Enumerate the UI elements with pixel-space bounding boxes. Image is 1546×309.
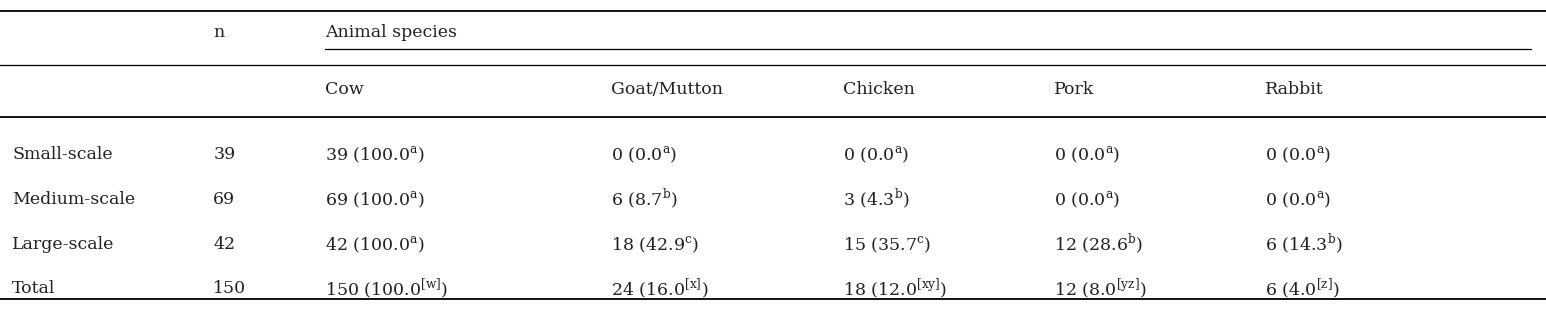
Text: 12 (8.0$^{\mathregular{[yz]}}$): 12 (8.0$^{\mathregular{[yz]}}$) [1054, 277, 1147, 301]
Text: 15 (35.7$^{\mathregular{c}}$): 15 (35.7$^{\mathregular{c}}$) [843, 234, 931, 255]
Text: 0 (0.0$^{\mathregular{a}}$): 0 (0.0$^{\mathregular{a}}$) [1054, 144, 1121, 165]
Text: Chicken: Chicken [843, 81, 914, 98]
Text: 12 (28.6$^{\mathregular{b}}$): 12 (28.6$^{\mathregular{b}}$) [1054, 232, 1144, 256]
Text: 0 (0.0$^{\mathregular{a}}$): 0 (0.0$^{\mathregular{a}}$) [1054, 189, 1121, 210]
Text: 6 (4.0$^{\mathregular{[z]}}$): 6 (4.0$^{\mathregular{[z]}}$) [1265, 277, 1339, 301]
Text: 18 (42.9$^{\mathregular{c}}$): 18 (42.9$^{\mathregular{c}}$) [611, 234, 699, 255]
Text: Medium-scale: Medium-scale [12, 191, 136, 208]
Text: 0 (0.0$^{\mathregular{a}}$): 0 (0.0$^{\mathregular{a}}$) [1265, 189, 1331, 210]
Text: Small-scale: Small-scale [12, 146, 113, 163]
Text: 69: 69 [213, 191, 235, 208]
Text: 0 (0.0$^{\mathregular{a}}$): 0 (0.0$^{\mathregular{a}}$) [611, 144, 677, 165]
Text: 150 (100.0$^{\mathregular{[w]}}$): 150 (100.0$^{\mathregular{[w]}}$) [325, 277, 448, 301]
Text: 39 (100.0$^{\mathregular{a}}$): 39 (100.0$^{\mathregular{a}}$) [325, 144, 424, 165]
Text: Total: Total [12, 280, 56, 298]
Text: Cow: Cow [325, 81, 363, 98]
Text: Pork: Pork [1054, 81, 1095, 98]
Text: 24 (16.0$^{\mathregular{[x]}}$): 24 (16.0$^{\mathregular{[x]}}$) [611, 277, 708, 301]
Text: 6 (8.7$^{\mathregular{b}}$): 6 (8.7$^{\mathregular{b}}$) [611, 187, 677, 211]
Text: 39: 39 [213, 146, 235, 163]
Text: Goat/Mutton: Goat/Mutton [611, 81, 722, 98]
Text: 150: 150 [213, 280, 246, 298]
Text: n: n [213, 24, 224, 41]
Text: 42: 42 [213, 235, 235, 253]
Text: Rabbit: Rabbit [1265, 81, 1323, 98]
Text: 18 (12.0$^{\mathregular{[xy]}}$): 18 (12.0$^{\mathregular{[xy]}}$) [843, 277, 948, 301]
Text: 69 (100.0$^{\mathregular{a}}$): 69 (100.0$^{\mathregular{a}}$) [325, 189, 424, 210]
Text: 0 (0.0$^{\mathregular{a}}$): 0 (0.0$^{\mathregular{a}}$) [1265, 144, 1331, 165]
Text: Large-scale: Large-scale [12, 235, 114, 253]
Text: 3 (4.3$^{\mathregular{b}}$): 3 (4.3$^{\mathregular{b}}$) [843, 187, 909, 211]
Text: 6 (14.3$^{\mathregular{b}}$): 6 (14.3$^{\mathregular{b}}$) [1265, 232, 1342, 256]
Text: 0 (0.0$^{\mathregular{a}}$): 0 (0.0$^{\mathregular{a}}$) [843, 144, 909, 165]
Text: Animal species: Animal species [325, 24, 456, 41]
Text: 42 (100.0$^{\mathregular{a}}$): 42 (100.0$^{\mathregular{a}}$) [325, 234, 424, 255]
